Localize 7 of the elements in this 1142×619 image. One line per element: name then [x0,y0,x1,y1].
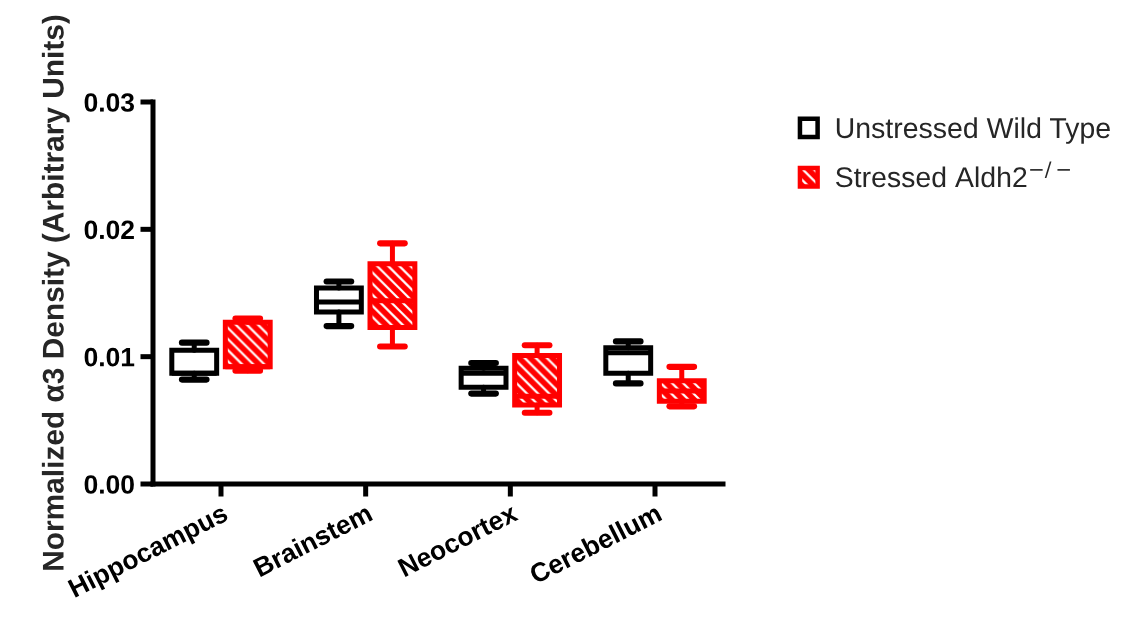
y-tick-label: 0.03 [84,93,134,112]
legend-label: Unstressed Wild Type [836,117,1110,144]
y-axis-title: Normalized α3 Density (Arbitrary Units) [41,15,70,570]
y-tick-label: 0.01 [84,347,135,367]
y-tick-label: 0.02 [84,220,134,240]
y-tick-label: 0.00 [84,475,134,494]
legend-label: Stressed Aldh2$^{−/−}$ [835,161,1070,188]
